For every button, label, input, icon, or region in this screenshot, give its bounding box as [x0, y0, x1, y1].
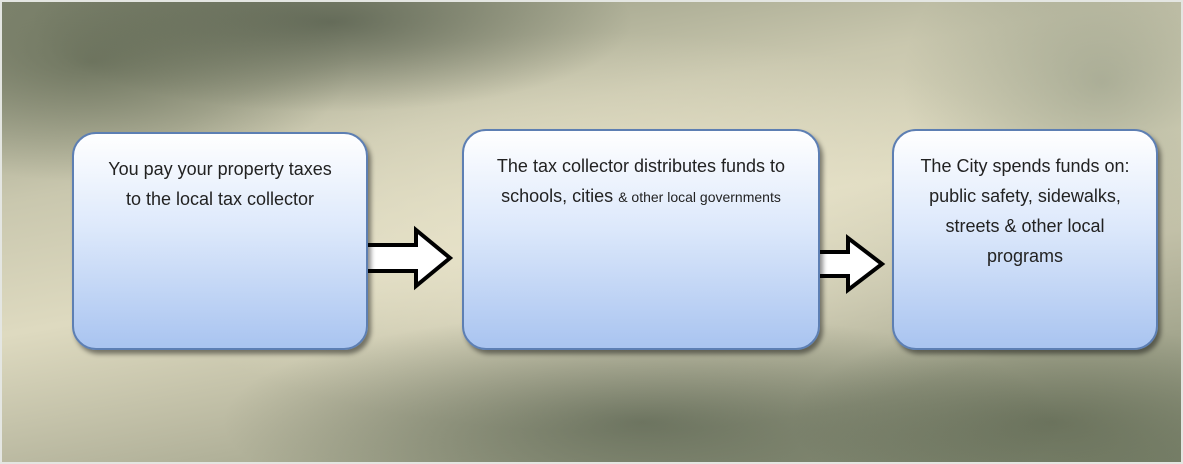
step-text: The City spends funds on: public safety,… [920, 156, 1129, 266]
step-box: The City spends funds on: public safety,… [892, 129, 1158, 350]
diagram: You pay your property taxes to the local… [0, 0, 1183, 464]
step-box: You pay your property taxes to the local… [72, 132, 368, 350]
step-text: You pay your property taxes to the local… [108, 159, 331, 209]
step-box: The tax collector distributes funds to s… [462, 129, 820, 350]
arrow [364, 230, 450, 286]
step-text-small: & other local governments [618, 189, 781, 205]
